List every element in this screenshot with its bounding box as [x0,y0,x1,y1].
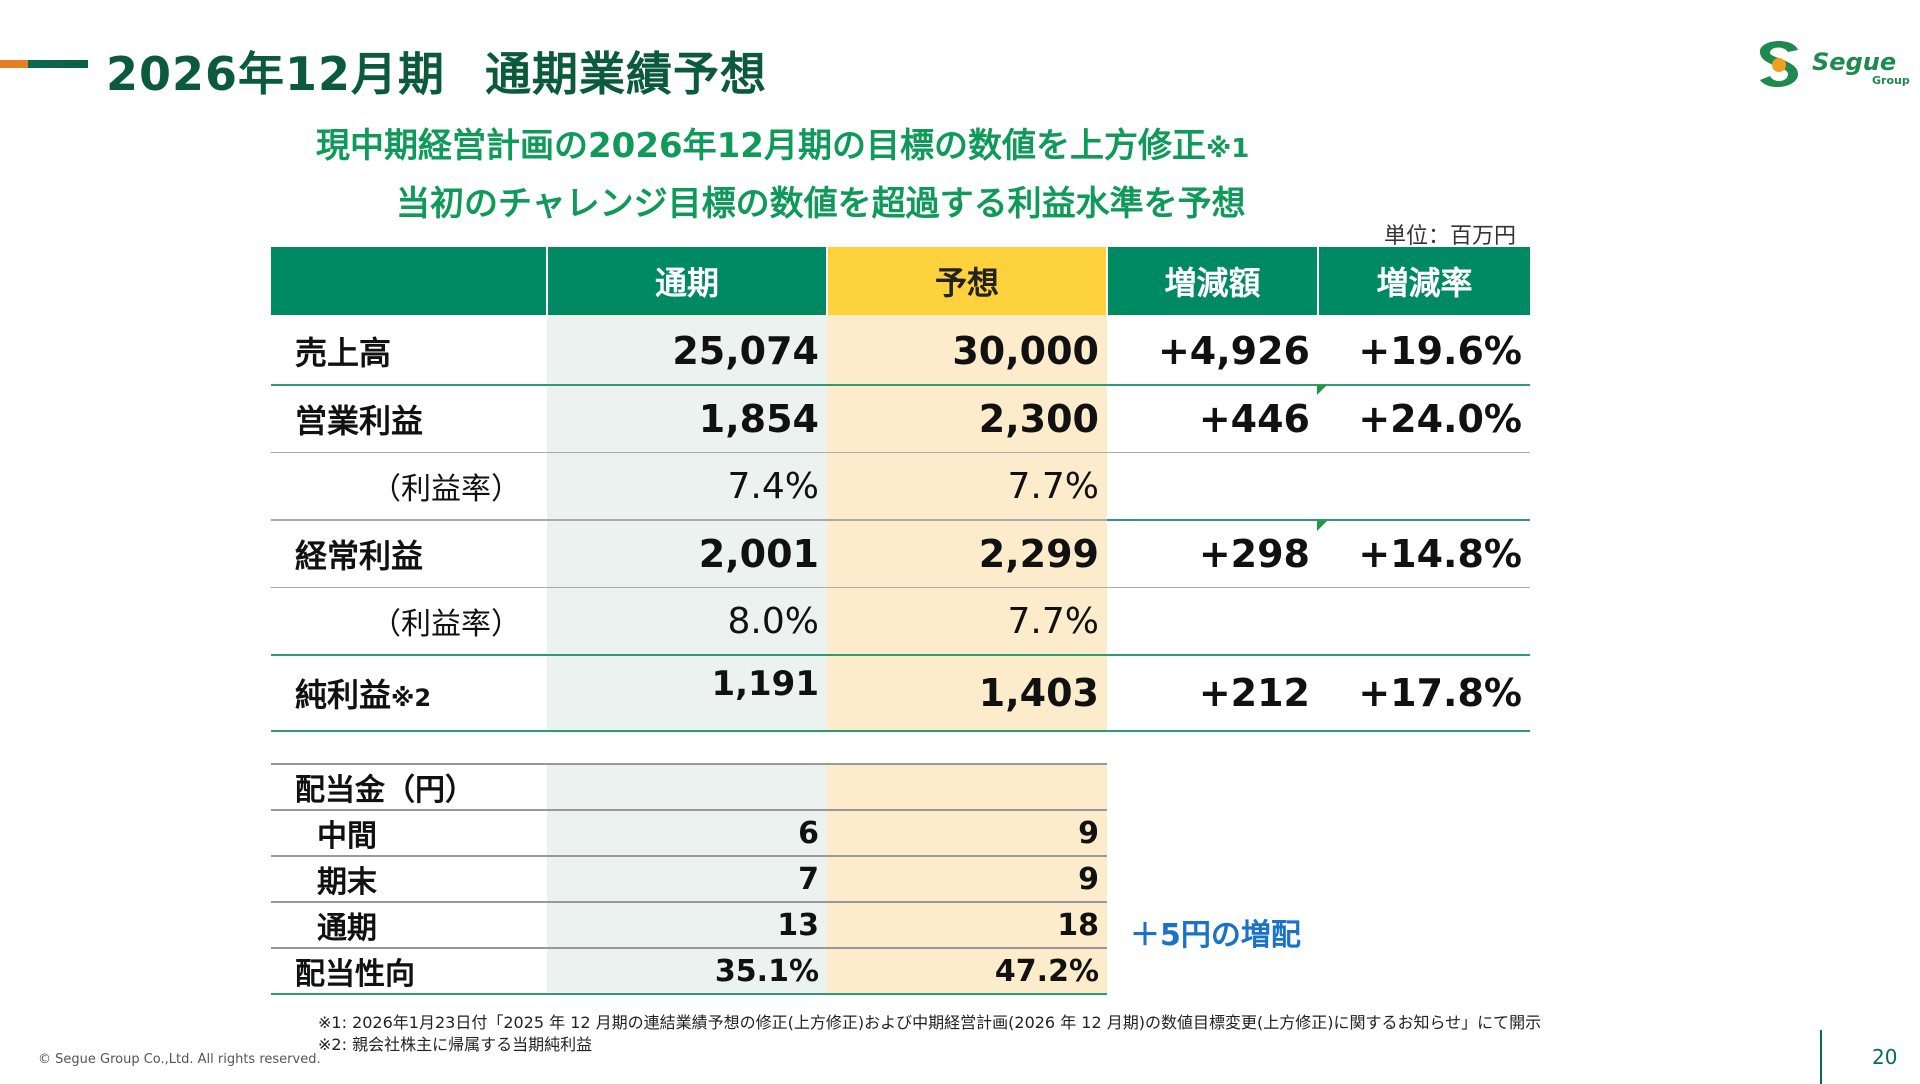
cell-actual: 1,854 [547,385,827,453]
footnote-2: ※2: 親会社株主に帰属する当期純利益 [318,1035,593,1054]
cell-actual: 7.4% [547,452,827,521]
cell-actual: 25,074 [547,318,827,386]
row-label: 営業利益 [271,385,547,453]
cell-actual: 2,001 [547,520,827,588]
table-row: 配当性向 35.1% 47.2% [271,948,1107,995]
cell-forecast: 9 [827,810,1107,857]
cell-rate [1318,452,1530,521]
unit-label: 単位：百万円 [1384,224,1517,249]
title-accent-bar [0,60,88,68]
dividend-table: 配当金（円） 中間 6 9 期末 7 9 通期 13 18 配当性向 35.1%… [271,763,1107,995]
cell-change: +4,926 [1107,318,1318,386]
cell-forecast: 1,403 [827,655,1107,732]
table-row: 純利益※2 1,191 1,403 +212 +17.8% [271,655,1530,732]
row-label: （利益率） [271,587,547,656]
row-label: 配当性向 [271,948,547,995]
row-label: 純利益※2 [271,655,547,732]
footnote-1: ※1: 2026年1月23日付「2025 年 12 月期の連結業績予想の修正(上… [318,1013,1542,1032]
row-label: （利益率） [271,452,547,521]
cell-forecast: 2,300 [827,385,1107,453]
cell-rate: +19.6% [1318,318,1530,386]
subtitle-line2: 当初のチャレンジ目標の数値を超過する利益水準を予想 [396,184,1246,224]
dividend-increase-note: ＋5円の増配 [1130,918,1301,953]
footer-divider [1820,1030,1822,1084]
row-label: 経常利益 [271,520,547,588]
subtitle-line1-text: 現中期経営計画の2026年12月期の目標の数値を上方修正 [316,126,1206,166]
subtitle-note-mark: ※1 [1205,134,1250,164]
table-row: 期末 7 9 [271,856,1107,903]
cell-forecast: 47.2% [827,948,1107,995]
accent-green [28,60,88,68]
logo-text: Segue [1812,48,1897,76]
dividend-header: 配当金（円） [271,763,547,811]
copyright: © Segue Group Co.,Ltd. All rights reserv… [38,1052,321,1067]
cell-actual: 7 [547,856,827,903]
cell-rate: +14.8% [1318,520,1530,588]
cell-actual: 35.1% [547,948,827,995]
header-blank [271,247,548,315]
cell-forecast: 9 [827,856,1107,903]
table-row: （利益率） 7.4% 7.7% [271,452,1530,521]
accent-orange [0,60,28,68]
row-label: 売上高 [271,318,547,386]
row-label: 中間 [271,810,547,857]
cell-forecast: 30,000 [827,318,1107,386]
footnotes: ※1: 2026年1月23日付「2025 年 12 月期の連結業績予想の修正(上… [318,1012,1541,1056]
title-main: 通期業績予想 [485,47,768,101]
segue-logo-icon [1759,41,1798,88]
table-row: 営業利益 1,854 2,300 +446 +24.0% [271,385,1530,453]
cell-forecast: 7.7% [827,452,1107,521]
cell-change [1107,587,1318,656]
table-row: 中間 6 9 [271,810,1107,857]
cell-actual: 1,191 [547,655,827,732]
cell-forecast: 2,299 [827,520,1107,588]
row-label-text: 純利益 [295,676,392,714]
row-note-mark: ※2 [391,684,432,712]
cell-change: +212 [1107,655,1318,732]
header-forecast: 予想 [827,247,1108,315]
cell-change: +446 [1107,385,1318,453]
dividend-header-actual [547,763,827,811]
row-label: 期末 [271,856,547,903]
dividend-header-forecast [827,763,1107,811]
table-row: 売上高 25,074 30,000 +4,926 +19.6% [271,318,1530,386]
cell-change: +298 [1107,520,1318,588]
forecast-table: 通期 予想 増減額 増減率 売上高 25,074 30,000 +4,926 +… [271,247,1530,732]
cell-rate [1318,587,1530,656]
header-change: 増減額 [1107,247,1319,315]
logo-sub: Group [1872,74,1910,87]
cell-forecast: 7.7% [827,587,1107,656]
cell-forecast: 18 [827,902,1107,949]
cell-flag-marker [1317,521,1327,531]
row-label: 通期 [271,902,547,949]
page-number: 20 [1872,1045,1898,1069]
cell-change [1107,452,1318,521]
cell-rate: +17.8% [1318,655,1530,732]
cell-flag-marker [1317,385,1327,395]
header-gap [271,315,1530,318]
table-row: （利益率） 8.0% 7.7% [271,587,1530,656]
table-header-row: 通期 予想 増減額 増減率 [271,247,1530,315]
table-row: 通期 13 18 [271,902,1107,949]
cell-actual: 6 [547,810,827,857]
cell-actual: 8.0% [547,587,827,656]
title-period: 2026年12月期 [106,47,446,101]
header-actual: 通期 [547,247,828,315]
cell-rate: +24.0% [1318,385,1530,453]
cell-actual: 13 [547,902,827,949]
subtitle-line1: 現中期経営計画の2026年12月期の目標の数値を上方修正※1 [316,118,1249,167]
page-title: 2026年12月期 通期業績予想 [106,38,767,104]
header-rate: 増減率 [1318,247,1530,315]
dividend-header-row: 配当金（円） [271,763,1107,811]
table-row: 経常利益 2,001 2,299 +298 +14.8% [271,520,1530,588]
